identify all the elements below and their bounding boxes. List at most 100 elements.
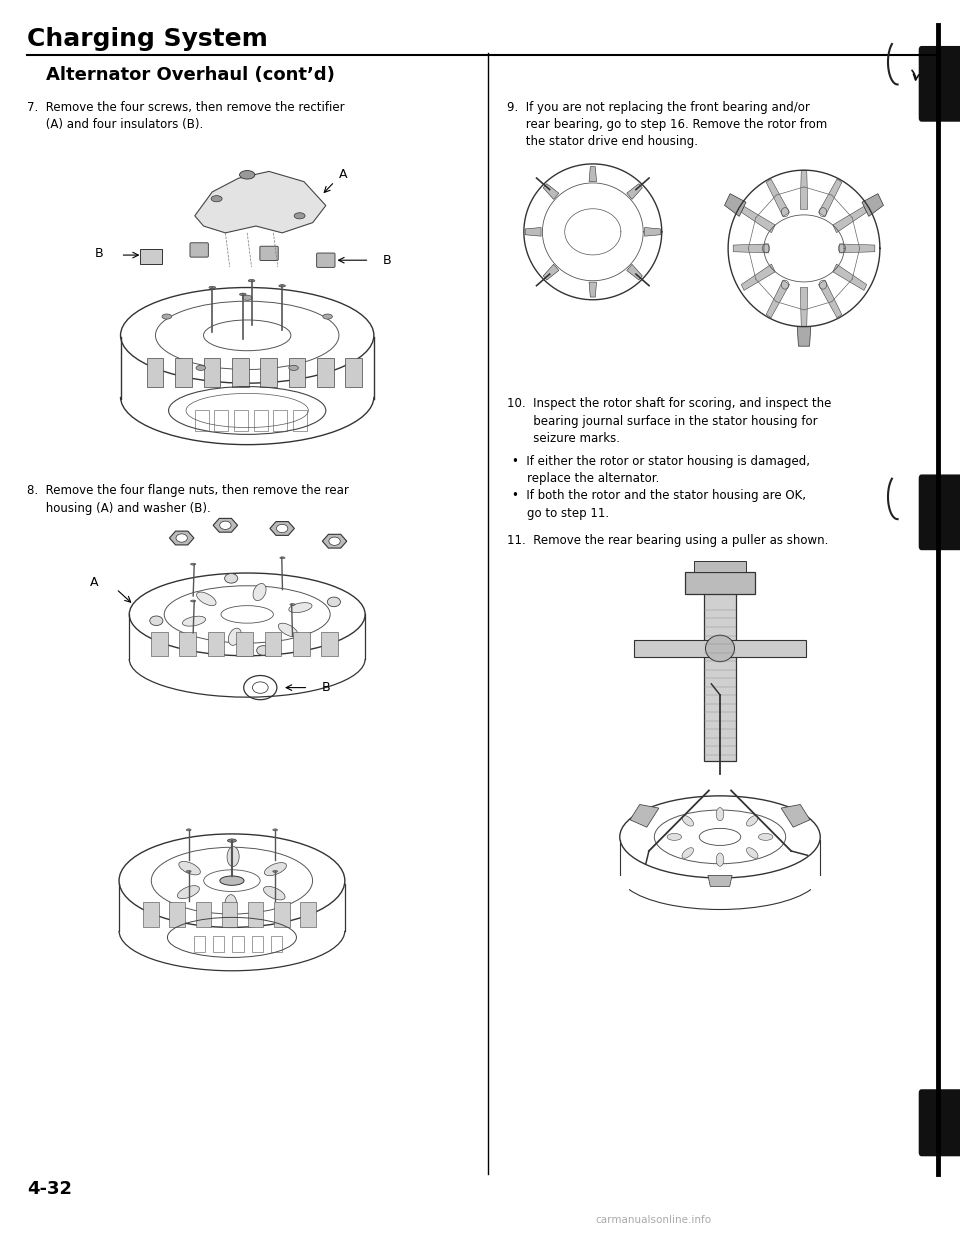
Text: Charging System: Charging System [27,27,268,51]
Ellipse shape [263,887,285,900]
Bar [140,250,162,265]
Bar [232,935,244,953]
Ellipse shape [220,876,244,886]
Ellipse shape [196,365,205,370]
Circle shape [276,524,288,533]
Ellipse shape [228,838,236,842]
Ellipse shape [228,847,239,867]
Text: the stator drive end housing.: the stator drive end housing. [507,135,698,148]
Ellipse shape [747,816,758,826]
FancyBboxPatch shape [190,242,208,257]
Polygon shape [801,288,807,327]
Text: (A) and four insulators (B).: (A) and four insulators (B). [27,118,204,130]
Bar [234,410,248,431]
Ellipse shape [682,848,693,858]
Bar [143,903,158,928]
Ellipse shape [667,833,682,841]
Bar [274,410,287,431]
Polygon shape [733,243,769,253]
Text: replace the alternator.: replace the alternator. [512,472,660,484]
Polygon shape [862,194,883,216]
Text: •  If either the rotor or stator housing is damaged,: • If either the rotor or stator housing … [512,455,809,467]
Text: •  If both the rotor and the stator housing are OK,: • If both the rotor and the stator housi… [512,489,805,502]
Ellipse shape [186,828,191,831]
Polygon shape [213,518,237,532]
Polygon shape [543,265,559,279]
Ellipse shape [240,170,254,179]
Polygon shape [839,243,875,253]
Polygon shape [627,184,642,200]
Bar [195,410,208,431]
Ellipse shape [211,196,222,201]
Polygon shape [644,227,660,236]
Bar [151,632,168,656]
Ellipse shape [289,365,299,370]
Ellipse shape [273,871,277,872]
Bar [260,358,276,386]
Bar [293,632,310,656]
Circle shape [327,597,341,606]
Polygon shape [589,166,596,181]
Circle shape [176,534,187,543]
Bar [293,410,307,431]
Circle shape [706,635,734,662]
Ellipse shape [253,584,266,601]
Ellipse shape [197,592,216,606]
Text: bearing journal surface in the stator housing for: bearing journal surface in the stator ho… [507,415,818,427]
Polygon shape [525,227,541,236]
FancyBboxPatch shape [919,46,960,122]
Text: 7.  Remove the four screws, then remove the rectifier: 7. Remove the four screws, then remove t… [27,101,345,113]
Bar [194,935,204,953]
Ellipse shape [290,604,295,605]
Ellipse shape [190,600,196,602]
Ellipse shape [758,833,773,841]
Bar [322,632,338,656]
Polygon shape [543,184,559,200]
Polygon shape [630,805,659,827]
Ellipse shape [240,293,246,296]
FancyBboxPatch shape [919,474,960,550]
Ellipse shape [228,628,241,646]
Text: housing (A) and washer (B).: housing (A) and washer (B). [27,502,210,514]
Polygon shape [766,279,789,318]
Text: A: A [339,169,348,181]
Polygon shape [170,532,194,545]
Ellipse shape [182,616,205,626]
Bar [265,632,281,656]
Circle shape [225,574,238,584]
FancyBboxPatch shape [919,1089,960,1156]
Polygon shape [323,534,347,548]
Text: Alternator Overhaul (cont’d): Alternator Overhaul (cont’d) [46,66,335,83]
Ellipse shape [294,212,305,219]
Ellipse shape [162,314,172,319]
Bar [180,632,196,656]
Polygon shape [781,805,810,827]
Text: 4-32: 4-32 [27,1180,72,1197]
Bar [289,358,305,386]
Bar [248,903,263,928]
Ellipse shape [682,816,693,826]
Ellipse shape [264,863,286,876]
Bar [208,632,225,656]
Ellipse shape [278,284,285,287]
Ellipse shape [179,862,201,874]
Bar [300,903,316,928]
Ellipse shape [747,848,758,858]
Bar [232,358,249,386]
Bar [236,632,252,656]
Ellipse shape [242,296,252,301]
Ellipse shape [289,602,312,612]
Polygon shape [195,171,325,233]
Bar [175,358,192,386]
Ellipse shape [190,563,196,565]
Ellipse shape [225,894,237,914]
Bar [147,358,163,386]
Text: B: B [94,247,103,260]
Ellipse shape [249,279,254,282]
Text: 8.  Remove the four flange nuts, then remove the rear: 8. Remove the four flange nuts, then rem… [27,484,348,497]
Bar [275,903,290,928]
Bar [271,935,282,953]
Bar [213,935,225,953]
Bar [214,410,228,431]
Text: A: A [90,576,99,589]
